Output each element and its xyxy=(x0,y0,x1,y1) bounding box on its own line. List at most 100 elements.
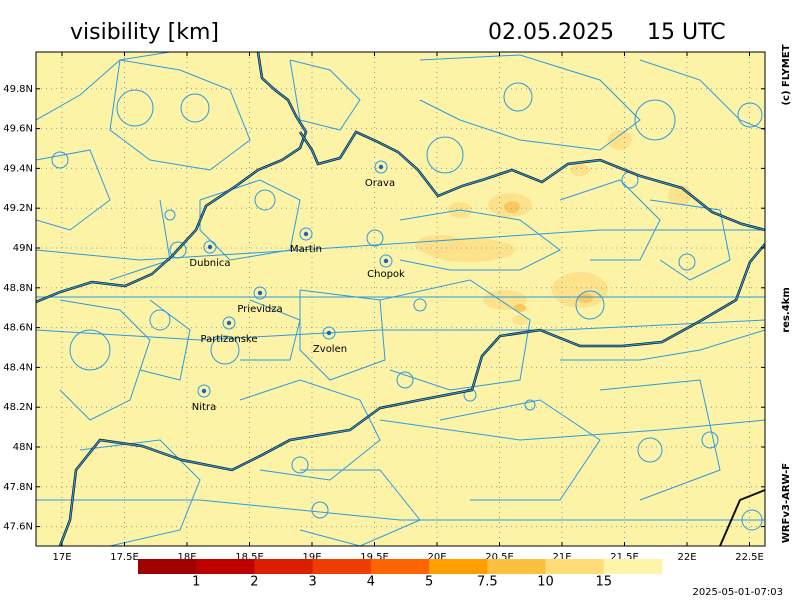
date: 02.05.2025 xyxy=(488,20,614,45)
lat-tick-label: 48.4N xyxy=(3,362,33,373)
airspace-circle xyxy=(291,456,309,474)
lon-tick-label: 17.5E xyxy=(110,552,139,563)
city-dot xyxy=(303,231,309,237)
colorbar-swatch xyxy=(138,559,197,574)
airspace-circle xyxy=(169,241,187,259)
city-ring xyxy=(203,240,217,254)
city-ring xyxy=(222,316,236,330)
lon-tick-label: 18.5E xyxy=(235,552,264,563)
colorbar-swatch xyxy=(312,559,372,574)
airspace-line xyxy=(36,149,111,231)
airspace-circle xyxy=(503,82,533,112)
airspace-line xyxy=(36,499,765,521)
map-background xyxy=(36,52,765,546)
airspace-circle xyxy=(463,388,477,402)
lat-tick-label: 48.2N xyxy=(3,402,33,413)
border-overlay xyxy=(36,52,307,303)
lat-tick-label: 49.8N xyxy=(3,84,33,95)
city-ring xyxy=(379,254,393,268)
airspace-circle xyxy=(210,335,240,365)
colorbar-label: 4 xyxy=(367,575,375,590)
city-ring xyxy=(322,326,336,340)
fog-patch xyxy=(608,130,632,150)
lat-tick-label: 49.6N xyxy=(3,124,33,135)
lat-tick-label: 47.8N xyxy=(3,482,33,493)
airspace-line xyxy=(36,229,765,261)
timestamp: 2025-05-01-07:03 xyxy=(692,587,783,598)
airspace-line xyxy=(560,329,765,361)
lon-tick-label: 22.5E xyxy=(735,552,764,563)
colorbar-label: 10 xyxy=(537,575,554,590)
airspace-circle xyxy=(254,189,276,211)
city-label: Nitra xyxy=(192,402,216,413)
map-frame xyxy=(35,51,766,547)
airspace-line xyxy=(379,279,531,391)
airspace-line xyxy=(79,439,201,546)
time: 15 UTC xyxy=(647,20,726,45)
airspace-circle xyxy=(426,136,464,174)
lat-tick-label: 49.2N xyxy=(3,203,33,214)
colorbar-label: 7.5 xyxy=(477,575,498,590)
lon-tick-label: 22E xyxy=(677,552,696,563)
city-dot xyxy=(201,388,207,394)
airspace-line xyxy=(299,289,386,381)
airspace-circle xyxy=(678,253,696,271)
lon-tick-label: 17E xyxy=(52,552,71,563)
colorbar-label: 3 xyxy=(309,575,317,590)
city-label: Dubnica xyxy=(189,258,230,269)
airspace-circle xyxy=(149,309,171,331)
lat-tick-label: 49N xyxy=(13,243,33,254)
fog-patch xyxy=(570,164,590,176)
city-label: Chopok xyxy=(367,269,405,280)
fog-core xyxy=(577,293,593,303)
colorbar-swatch xyxy=(603,559,663,574)
airspace-line xyxy=(399,209,561,271)
resolution: res.4km xyxy=(781,287,792,333)
lon-tick-label: 18E xyxy=(177,552,196,563)
airspace-circle xyxy=(51,151,69,169)
airspace-line xyxy=(199,179,301,261)
colorbar-swatch xyxy=(254,559,314,574)
title: visibility [km] xyxy=(70,20,219,45)
city-label: Partizanske xyxy=(200,334,257,345)
city-dot xyxy=(326,330,332,336)
airspace-circle xyxy=(634,99,676,141)
airspace-line xyxy=(379,419,765,441)
airspace-line xyxy=(419,54,641,151)
airspace-line xyxy=(240,299,301,361)
colorbar-swatch xyxy=(545,559,605,574)
airspace-line xyxy=(439,399,601,501)
fog-patch xyxy=(552,272,608,308)
airspace-circle xyxy=(637,437,663,463)
lon-tick-label: 21.5E xyxy=(610,552,639,563)
city-ring xyxy=(253,286,267,300)
lon-tick-label: 20E xyxy=(427,552,446,563)
airspace-line xyxy=(139,299,191,381)
airspace-circle xyxy=(524,399,536,411)
copyright: (c) FLYMET xyxy=(781,44,792,105)
colorbar-label: 15 xyxy=(596,575,613,590)
colorbar-label: 1 xyxy=(192,575,200,590)
fog-patch xyxy=(415,235,465,255)
city-dot xyxy=(378,164,384,170)
fog-core xyxy=(504,201,520,213)
airspace-circle xyxy=(116,89,154,127)
city-label: Orava xyxy=(365,178,395,189)
airspace-line xyxy=(639,59,765,131)
colorbar-swatch xyxy=(196,559,255,574)
airspace-circle xyxy=(180,93,210,123)
city-dot xyxy=(383,258,389,264)
city-dot xyxy=(207,244,213,250)
lat-tick-label: 47.6N xyxy=(3,522,33,533)
airspace-circle xyxy=(69,329,111,371)
airspace-line xyxy=(109,199,171,281)
fog-patch xyxy=(483,290,527,310)
colorbar-label: 2 xyxy=(250,575,258,590)
airspace-circle xyxy=(737,102,763,128)
map-layer: Orava Dubnica Martin Chopok Prievidza Partiza… xyxy=(36,52,765,546)
airspace-circle xyxy=(575,290,605,320)
airspace-line xyxy=(649,199,731,281)
border-overlay xyxy=(299,131,765,231)
city-label: Prievidza xyxy=(237,304,282,315)
